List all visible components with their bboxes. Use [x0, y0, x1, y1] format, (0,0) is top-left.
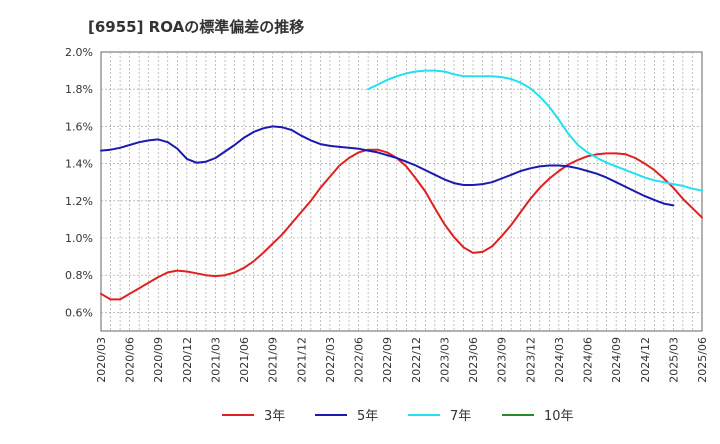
series-line-7年: [367, 69, 703, 192]
plot-area: [100, 51, 703, 332]
x-tick-label: 2021/06: [238, 337, 251, 383]
y-tick-label: 1.2%: [65, 195, 93, 208]
x-tick-label: 2022/09: [381, 337, 394, 383]
x-tick-label: 2023/12: [524, 337, 537, 383]
x-tick-label: 2023/03: [438, 337, 451, 383]
x-tick-label: 2023/09: [496, 337, 509, 383]
x-tick-label: 2025/06: [696, 337, 709, 383]
x-tick-label: 2024/03: [553, 337, 566, 383]
y-tick-label: 1.8%: [65, 83, 93, 96]
chart-title: [6955] ROAの標準偏差の推移: [88, 18, 305, 36]
x-tick-label: 2022/06: [353, 337, 366, 383]
series-line-5年: [100, 125, 675, 207]
x-tick-label: 2022/03: [324, 337, 337, 383]
y-tick-label: 0.6%: [65, 306, 93, 319]
legend-label-10年: 10年: [544, 409, 574, 424]
x-tick-label: 2024/12: [639, 337, 652, 383]
x-tick-label: 2023/06: [467, 337, 480, 383]
x-tick-label: 2024/09: [610, 337, 623, 383]
y-tick-label: 1.0%: [65, 232, 93, 245]
x-tick-label: 2020/09: [152, 337, 165, 383]
legend-label-5年: 5年: [357, 409, 378, 424]
y-tick-label: 2.0%: [65, 46, 93, 59]
y-tick-label: 0.8%: [65, 269, 93, 282]
x-tick-label: 2021/09: [267, 337, 280, 383]
y-tick-label: 1.6%: [65, 120, 93, 133]
legend-label-7年: 7年: [450, 409, 471, 424]
legend-label-3年: 3年: [264, 409, 285, 424]
x-tick-label: 2020/03: [95, 337, 108, 383]
x-tick-label: 2021/03: [209, 337, 222, 383]
x-tick-label: 2025/03: [667, 337, 680, 383]
x-tick-label: 2020/12: [181, 337, 194, 383]
x-tick-label: 2021/12: [295, 337, 308, 383]
y-tick-label: 1.4%: [65, 158, 93, 171]
series-line-3年: [100, 148, 703, 301]
x-tick-label: 2022/12: [410, 337, 423, 383]
x-tick-label: 2024/06: [582, 337, 595, 383]
x-tick-label: 2020/06: [124, 337, 137, 383]
